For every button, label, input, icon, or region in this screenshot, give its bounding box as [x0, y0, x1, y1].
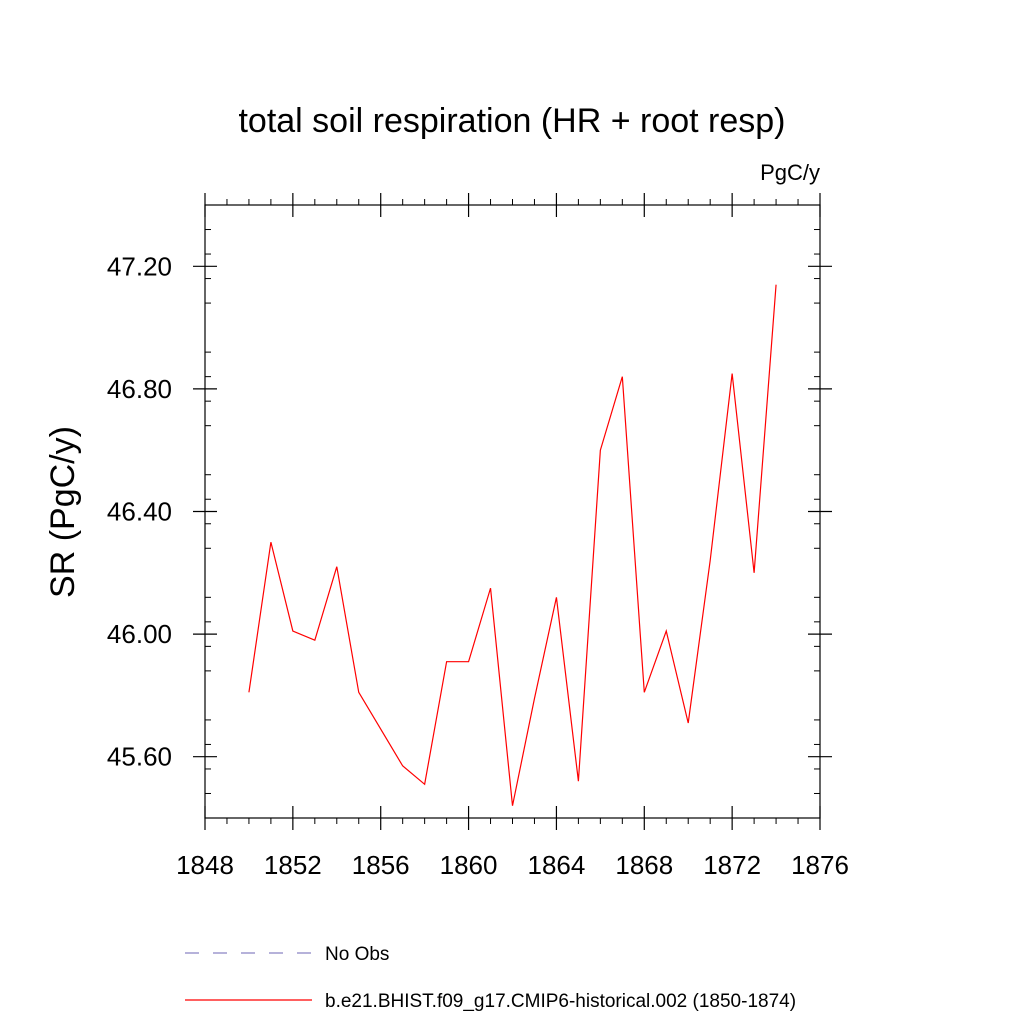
legend: No Obs b.e21.BHIST.f09_g17.CMIP6-histori… [185, 944, 796, 1012]
y-axis-label: SR (PgC/y) [44, 426, 82, 598]
x-tick-label: 1860 [440, 850, 498, 880]
x-tick-label: 1864 [528, 850, 586, 880]
plot-frame [204, 204, 821, 819]
series-line-1 [248, 284, 777, 806]
legend-label-model: b.e21.BHIST.f09_g17.CMIP6-historical.002… [325, 991, 796, 1012]
legend-label-no-obs: No Obs [325, 944, 389, 965]
series-layer [248, 284, 777, 806]
y-tick-label: 46.00 [107, 619, 172, 649]
y-tick-label: 46.80 [107, 374, 172, 404]
x-tick-label: 1848 [176, 850, 234, 880]
y-tick-label: 46.40 [107, 497, 172, 527]
units-label: PgC/y [760, 160, 820, 185]
chart-title: total soil respiration (HR + root resp) [238, 102, 785, 140]
axis-ticks [193, 193, 832, 830]
y-tick-label: 45.60 [107, 742, 172, 772]
y-tick-label: 47.20 [107, 251, 172, 281]
x-tick-label: 1876 [791, 850, 849, 880]
x-tick-label: 1856 [352, 850, 410, 880]
x-tick-label: 1852 [264, 850, 322, 880]
x-tick-label: 1868 [615, 850, 673, 880]
x-tick-label: 1872 [703, 850, 761, 880]
axis-tick-labels: 1848 1852 1856 1860 1864 1868 1872 1876 45.60 46.… [107, 251, 849, 880]
